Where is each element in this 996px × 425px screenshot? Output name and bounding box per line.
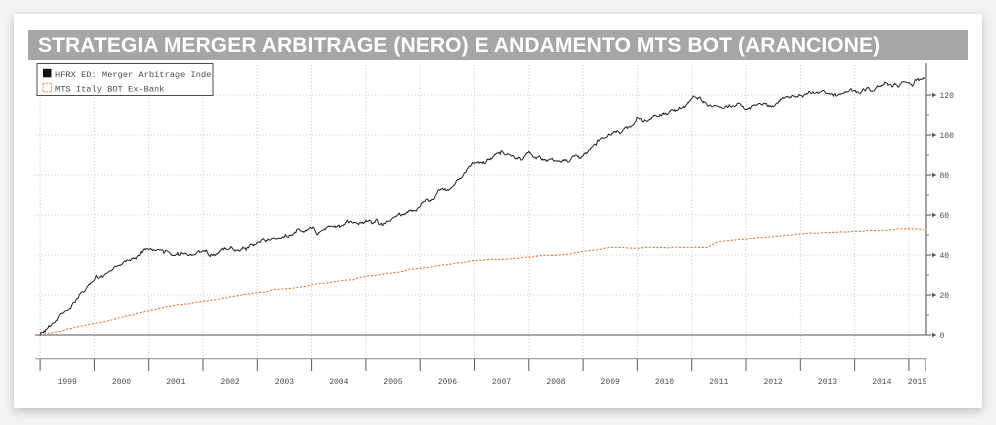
- svg-text:80: 80: [940, 172, 950, 181]
- svg-text:2013: 2013: [818, 378, 837, 387]
- svg-text:2014: 2014: [872, 378, 891, 387]
- svg-text:1999: 1999: [58, 378, 77, 387]
- svg-text:120: 120: [940, 92, 955, 101]
- svg-text:2005: 2005: [383, 378, 402, 387]
- svg-text:2007: 2007: [492, 378, 511, 387]
- svg-text:20: 20: [940, 292, 950, 301]
- svg-text:2003: 2003: [275, 378, 294, 387]
- svg-text:2001: 2001: [166, 378, 185, 387]
- svg-text:MTS Italy BOT Ex-Bank: MTS Italy BOT Ex-Bank: [55, 84, 164, 94]
- svg-text:2012: 2012: [763, 378, 782, 387]
- svg-text:2015: 2015: [908, 378, 927, 387]
- svg-text:2008: 2008: [546, 378, 565, 387]
- svg-text:2011: 2011: [709, 378, 728, 387]
- svg-text:40: 40: [940, 252, 950, 261]
- svg-text:2002: 2002: [220, 378, 239, 387]
- svg-text:2000: 2000: [112, 378, 131, 387]
- svg-text:HFRX ED: Merger Arbitrage Inde: HFRX ED: Merger Arbitrage Inde: [55, 70, 211, 80]
- svg-text:60: 60: [940, 212, 950, 221]
- svg-text:2006: 2006: [438, 378, 457, 387]
- svg-text:2010: 2010: [655, 378, 674, 387]
- svg-text:100: 100: [940, 132, 955, 141]
- svg-text:2004: 2004: [329, 378, 348, 387]
- svg-text:2009: 2009: [601, 378, 620, 387]
- svg-text:0: 0: [940, 332, 945, 341]
